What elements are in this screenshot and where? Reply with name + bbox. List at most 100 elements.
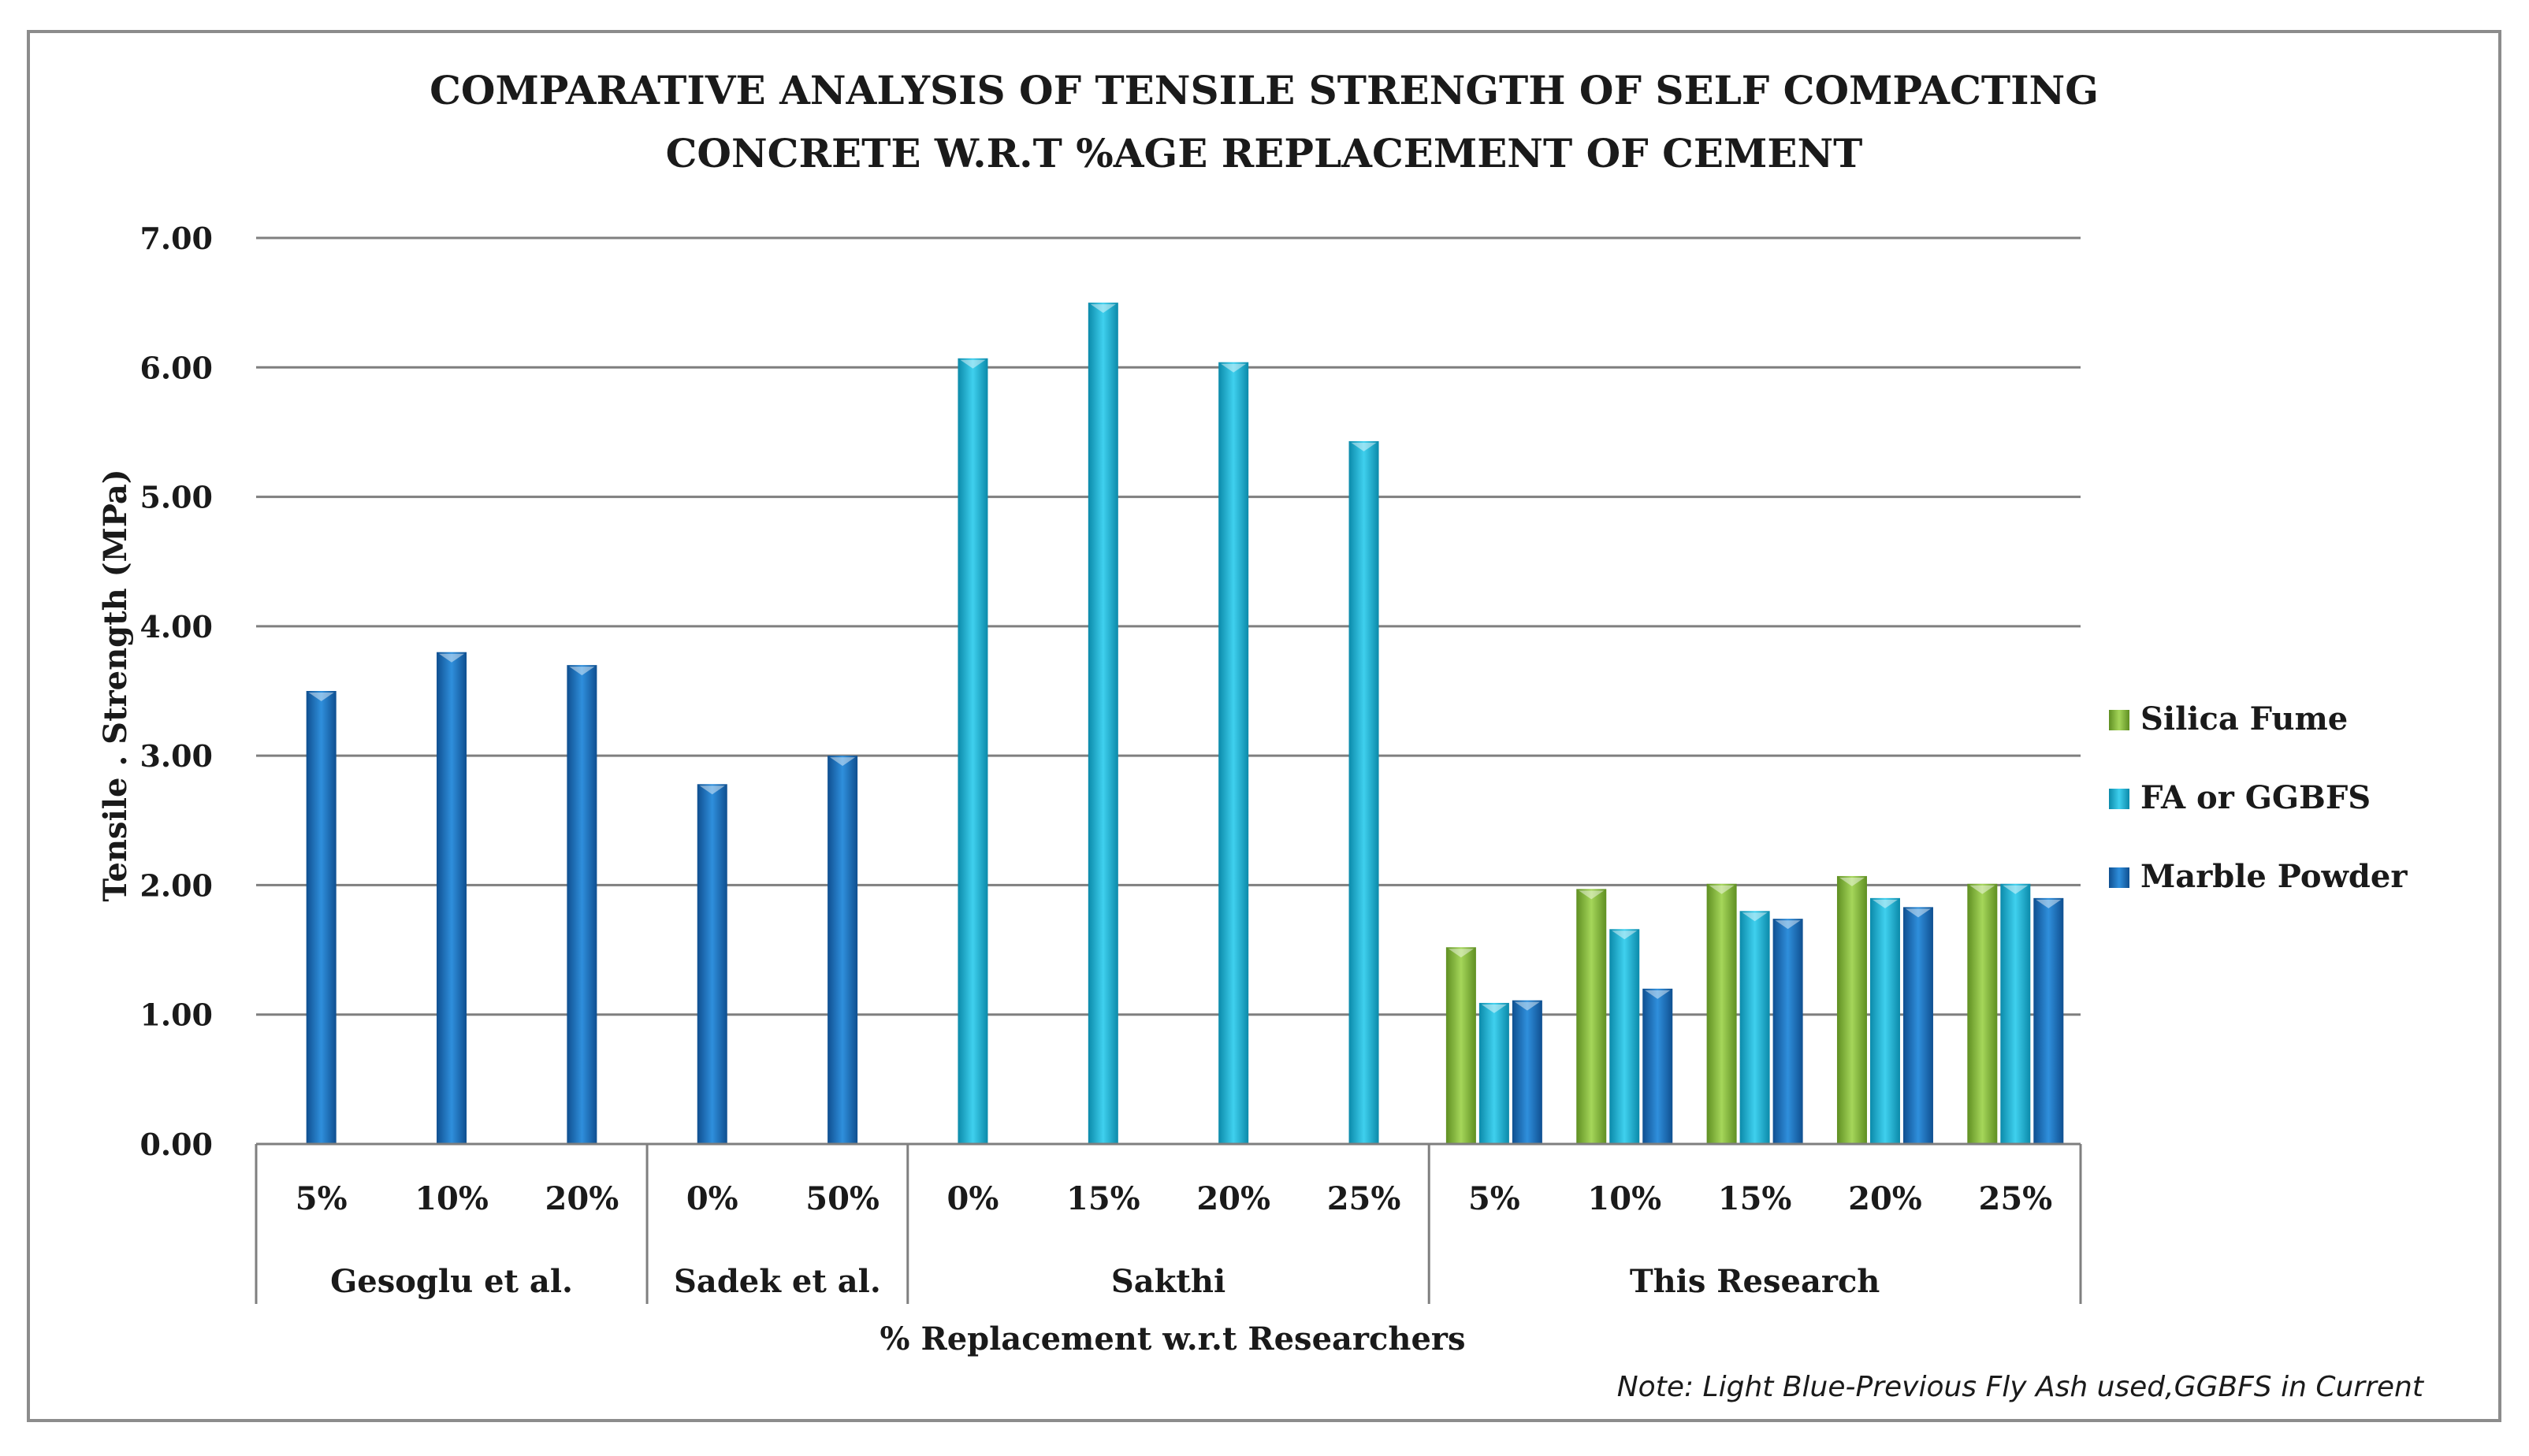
y-tick-label: 3.00: [139, 738, 213, 774]
legend: Silica Fume FA or GGBFS Marble Powder: [2109, 700, 2408, 895]
bar-cap: [1221, 363, 1247, 373]
x-category-label: 10%: [1587, 1180, 1661, 1217]
x-category-label: 25%: [1327, 1180, 1401, 1217]
bar: [1445, 947, 1476, 1144]
bar: [2000, 883, 2031, 1144]
bar: [1576, 889, 1607, 1144]
bar-body: [1348, 440, 1379, 1144]
bar-cap: [1709, 885, 1735, 894]
bar: [1836, 875, 1867, 1144]
bar-cap: [1481, 1004, 1507, 1013]
x-category-label: 20%: [545, 1180, 619, 1217]
bar-cap: [1839, 877, 1865, 886]
bar-body: [1739, 911, 1770, 1144]
y-tick-label: 2.00: [139, 867, 213, 903]
bar: [306, 691, 337, 1144]
y-tick-label: 1.00: [139, 997, 213, 1033]
x-group-label: Sakthi: [1111, 1263, 1225, 1300]
x-axis: [255, 1142, 2082, 1304]
x-category-label: 15%: [1718, 1180, 1792, 1217]
bar: [958, 358, 988, 1144]
legend-label: FA or GGBFS: [2140, 779, 2371, 816]
x-category-label: 5%: [296, 1180, 348, 1217]
legend-item: Silica Fume: [2109, 700, 2348, 737]
bar: [437, 652, 467, 1144]
chart-title-line-1: COMPARATIVE ANALYSIS OF TENSILE STRENGTH…: [430, 67, 2099, 113]
bar-body: [1772, 919, 1803, 1144]
y-axis-ticks: 0.00 1.00 2.00 3.00 4.00 5.00 6.00 7.00: [139, 221, 213, 1162]
bar-body: [1218, 362, 1249, 1144]
bar-cap: [960, 359, 986, 369]
bar-cap: [1612, 930, 1638, 940]
bar-body: [1902, 907, 1933, 1144]
y-axis-title: Tensile . Strength (MPa): [97, 469, 134, 901]
bar-cap: [439, 653, 465, 663]
bar-body: [1088, 303, 1118, 1145]
bar-cap: [569, 667, 595, 676]
bar: [697, 784, 727, 1144]
x-category-label: 50%: [805, 1180, 880, 1217]
bar-body: [1576, 889, 1607, 1144]
bar: [828, 756, 858, 1144]
x-category-label: 0%: [686, 1180, 738, 1217]
bar-body: [697, 784, 727, 1144]
bar-cap: [1905, 908, 1931, 918]
bar-cap: [1579, 890, 1605, 900]
bar-cap: [1514, 1001, 1540, 1011]
x-category-label: 5%: [1468, 1180, 1520, 1217]
bar-cap: [308, 693, 334, 701]
x-group-label: This Research: [1630, 1263, 1880, 1300]
bar-body: [1478, 1002, 1509, 1144]
bar-body: [1869, 897, 1900, 1144]
bar-body: [1445, 947, 1476, 1144]
bar-body: [828, 756, 858, 1144]
x-category-label: 25%: [1978, 1180, 2052, 1217]
x-group-label: Sadek et al.: [674, 1263, 881, 1300]
bar: [1902, 907, 1933, 1144]
bars: [306, 303, 2064, 1145]
bar: [1512, 1000, 1542, 1144]
x-category-label: 0%: [947, 1180, 999, 1217]
bar: [567, 665, 597, 1144]
legend-swatch: [2109, 710, 2129, 730]
bar-body: [567, 665, 597, 1144]
bar: [1772, 919, 1803, 1144]
bar-cap: [2003, 885, 2029, 894]
y-tick-label: 7.00: [139, 221, 213, 256]
y-tick-label: 6.00: [139, 350, 213, 385]
bar: [1739, 911, 1770, 1144]
bar-cap: [2036, 899, 2062, 908]
legend-swatch: [2109, 789, 2129, 809]
x-category-label: 10%: [415, 1180, 489, 1217]
bar: [1478, 1002, 1509, 1144]
bar: [1869, 897, 1900, 1144]
bar: [2033, 897, 2064, 1144]
bar-cap: [1090, 304, 1116, 314]
bar: [1706, 883, 1737, 1144]
bar-body: [1706, 883, 1737, 1144]
bar-cap: [1448, 949, 1474, 958]
bar: [1218, 362, 1249, 1144]
bar-body: [1642, 988, 1673, 1144]
bar-cap: [1645, 990, 1671, 999]
bar-cap: [699, 786, 725, 795]
bar-body: [306, 691, 337, 1144]
x-category-label: 20%: [1196, 1180, 1270, 1217]
x-category-label: 15%: [1066, 1180, 1140, 1217]
bar: [1348, 440, 1379, 1144]
x-group-label: Gesoglu et al.: [330, 1263, 573, 1300]
bar-body: [958, 358, 988, 1144]
chart-note: Note: Light Blue-Previous Fly Ash used,G…: [1617, 1371, 2425, 1403]
x-category-label: 20%: [1848, 1180, 1922, 1217]
bar-body: [437, 652, 467, 1144]
legend-label: Marble Powder: [2140, 858, 2408, 895]
chart-title-line-2: CONCRETE W.R.T %AGE REPLACEMENT OF CEMEN…: [666, 130, 1863, 176]
bar-body: [1512, 1000, 1542, 1144]
x-axis-title: % Replacement w.r.t Researchers: [880, 1320, 1466, 1358]
bar-body: [1836, 875, 1867, 1144]
x-axis-labels: 5% 10% 20% Gesoglu et al. 0% 50% Sadek et al. 0…: [296, 1180, 2052, 1300]
y-tick-label: 4.00: [139, 609, 213, 644]
bar-body: [2033, 897, 2064, 1144]
legend-item: Marble Powder: [2109, 858, 2408, 895]
